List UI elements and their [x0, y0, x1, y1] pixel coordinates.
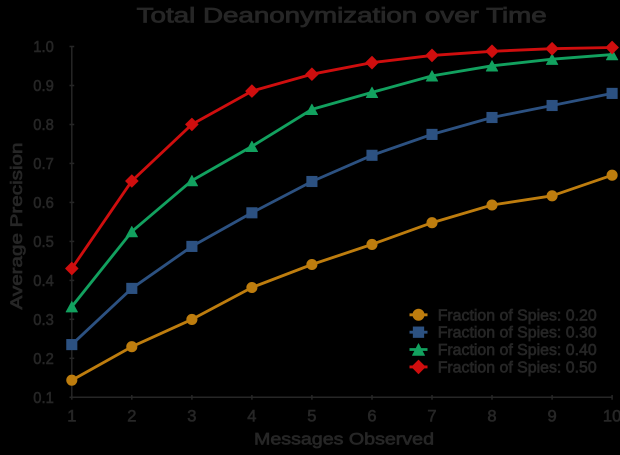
- svg-text:Fraction of Spies: 0.50: Fraction of Spies: 0.50: [438, 359, 597, 376]
- svg-text:9: 9: [548, 407, 557, 425]
- svg-text:0.5: 0.5: [33, 234, 54, 251]
- svg-text:0.7: 0.7: [33, 156, 54, 173]
- svg-text:2: 2: [127, 407, 136, 425]
- svg-text:10: 10: [603, 407, 620, 425]
- svg-text:0.9: 0.9: [33, 78, 54, 95]
- svg-text:1: 1: [67, 407, 76, 425]
- svg-text:0.3: 0.3: [33, 312, 54, 329]
- svg-text:0.2: 0.2: [33, 351, 54, 368]
- svg-text:7: 7: [427, 407, 436, 425]
- svg-text:3: 3: [187, 407, 196, 425]
- svg-text:1.0: 1.0: [33, 39, 54, 56]
- svg-text:6: 6: [367, 407, 376, 425]
- svg-text:8: 8: [487, 407, 496, 425]
- svg-text:Fraction of Spies: 0.40: Fraction of Spies: 0.40: [438, 342, 597, 359]
- svg-text:Messages Observed: Messages Observed: [254, 431, 434, 449]
- svg-text:5: 5: [307, 407, 316, 425]
- svg-text:Total Deanonymization over Tim: Total Deanonymization over Time: [137, 4, 547, 28]
- svg-text:0.4: 0.4: [33, 273, 54, 290]
- svg-text:4: 4: [247, 407, 256, 425]
- svg-text:0.8: 0.8: [33, 117, 54, 134]
- svg-text:0.6: 0.6: [33, 195, 54, 212]
- svg-text:0.1: 0.1: [33, 390, 54, 407]
- svg-text:Average Precision: Average Precision: [8, 143, 26, 310]
- svg-text:Fraction of Spies: 0.20: Fraction of Spies: 0.20: [438, 307, 597, 324]
- svg-text:Fraction of Spies: 0.30: Fraction of Spies: 0.30: [438, 325, 597, 342]
